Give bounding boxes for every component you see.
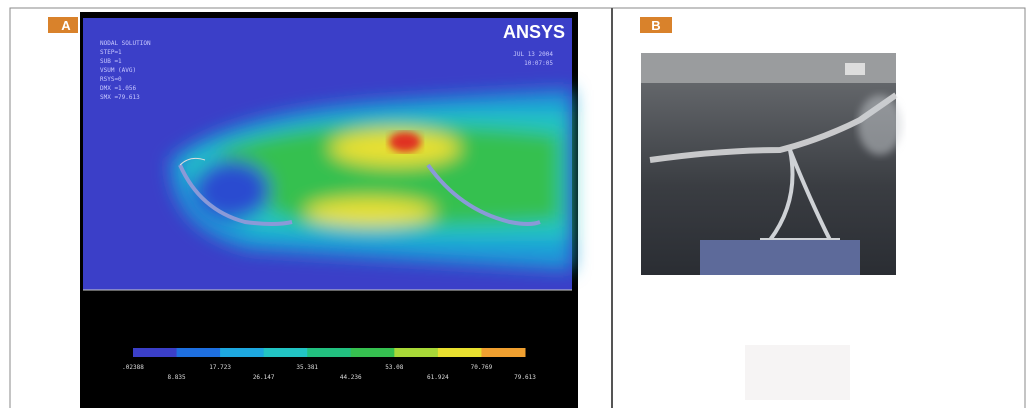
colorbar-segment bbox=[394, 348, 438, 357]
photo bbox=[641, 53, 902, 275]
info-line: STEP=1 bbox=[100, 49, 122, 56]
colorbar-label: 17.723 bbox=[209, 364, 231, 371]
colorbar-segment bbox=[351, 348, 395, 357]
colorbar-segment bbox=[481, 348, 525, 357]
colorbar-segment bbox=[220, 348, 264, 357]
colorbar-label: 53.08 bbox=[385, 364, 403, 371]
info-line: SMX =79.613 bbox=[100, 94, 140, 101]
colorbar-segment bbox=[177, 348, 221, 357]
colorbar-label: 35.381 bbox=[296, 364, 318, 371]
colorbar-segment bbox=[438, 348, 482, 357]
colorbar-segment bbox=[264, 348, 308, 357]
info-line: DMX =1.056 bbox=[100, 85, 137, 92]
info-line: VSUM (AVG) bbox=[100, 67, 136, 74]
colorbar-segment bbox=[307, 348, 351, 357]
colorbar-label: 61.924 bbox=[427, 374, 449, 381]
info-line: NODAL SOLUTION bbox=[100, 40, 151, 47]
info-line: RSYS=0 bbox=[100, 76, 122, 83]
sim-field bbox=[83, 18, 572, 290]
faint-block bbox=[745, 345, 850, 400]
panel-label: A bbox=[61, 18, 71, 33]
colorbar-segment bbox=[133, 348, 177, 357]
colorbar-label: 8.835 bbox=[168, 374, 186, 381]
info-line: SUB =1 bbox=[100, 58, 122, 65]
colorbar-label: 79.613 bbox=[514, 374, 536, 381]
colorbar-label: 70.769 bbox=[471, 364, 493, 371]
date-line: JUL 13 2004 bbox=[513, 51, 553, 58]
logo: ANSYS bbox=[503, 22, 565, 42]
panel-label: B bbox=[651, 18, 660, 33]
date-line: 10:07:05 bbox=[524, 60, 553, 67]
figure: A ANSYS NODAL SOLUTION STEP=1 SUB =1 VSUM (… bbox=[0, 0, 1035, 408]
colorbar-label: 44.236 bbox=[340, 374, 362, 381]
colorbar-label: .02388 bbox=[122, 364, 144, 371]
colorbar-label: 26.147 bbox=[253, 374, 275, 381]
